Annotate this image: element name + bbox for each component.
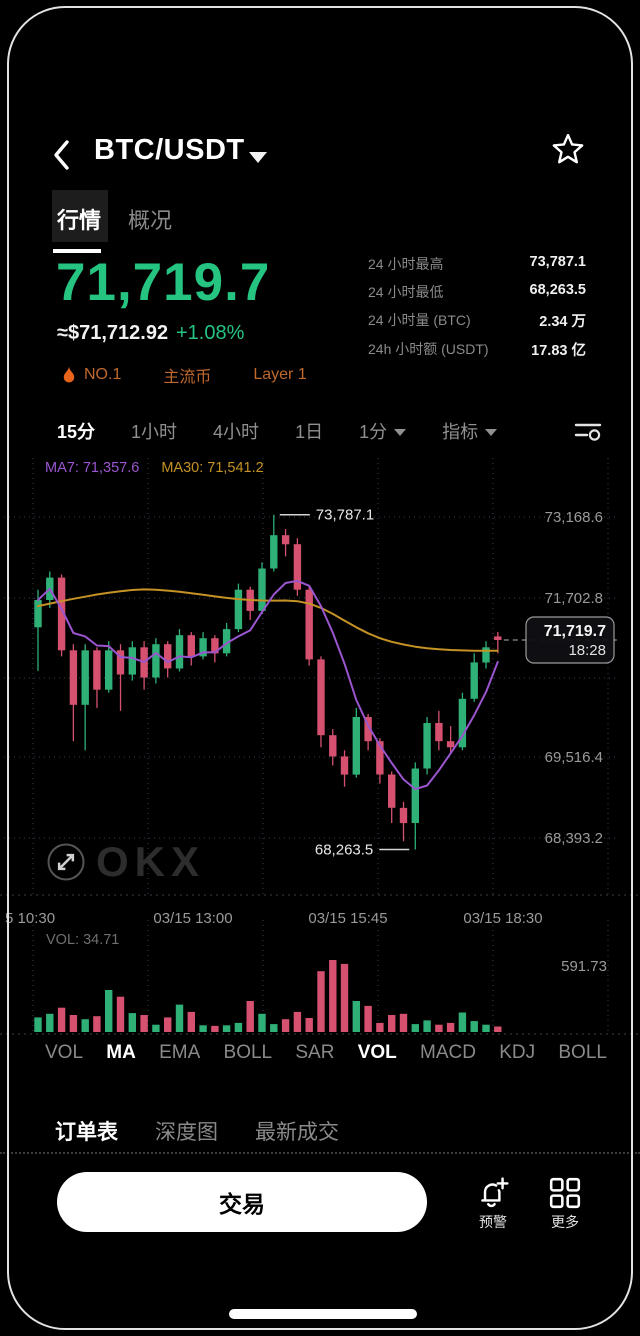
svg-text:03/15 13:00: 03/15 13:00: [153, 910, 232, 927]
tab-depth-chart[interactable]: 深度图: [155, 1121, 218, 1144]
tab-order-book[interactable]: 订单表: [55, 1121, 118, 1144]
price-alert-bell-icon[interactable]: [476, 1176, 510, 1210]
tab-market-highlight: [52, 190, 108, 242]
stat-row-high: 24 小时最高 73,787.1: [368, 254, 586, 274]
change-percent: +1.08%: [176, 322, 245, 344]
svg-text:69,516.4: 69,516.4: [545, 749, 603, 766]
pair-title: BTC/USDT: [94, 134, 245, 166]
svg-text:68,393.2: 68,393.2: [545, 830, 603, 847]
badge-layer: Layer 1: [253, 366, 307, 383]
more-label: 更多: [551, 1214, 579, 1230]
ma7-label: MA7: 71,357.6: [45, 460, 140, 476]
volume-axis-label: 591.73: [561, 958, 607, 975]
svg-text:71,702.8: 71,702.8: [545, 590, 603, 607]
tab-active-underline: [53, 249, 101, 253]
indicator-sar[interactable]: SAR: [295, 1042, 335, 1063]
indicator-ma[interactable]: MA: [106, 1042, 136, 1063]
alert-label: 预警: [479, 1214, 507, 1230]
stats-panel: 24 小时最高 73,787.1 24 小时最低 68,263.5 24 小时量…: [368, 254, 586, 368]
svg-text:03/15 18:30: 03/15 18:30: [463, 910, 542, 927]
indicator-boll2[interactable]: BOLL: [558, 1042, 607, 1063]
indicator-tab-bar: VOL MA EMA BOLL SAR VOL MACD KDJ BOLL: [45, 1042, 607, 1064]
fiat-value: ≈$71,712.92: [57, 322, 169, 344]
stat-value: 68,263.5: [529, 282, 586, 298]
last-price: 71,719.7: [56, 253, 271, 312]
svg-text:18:28: 18:28: [568, 642, 606, 659]
flame-icon: [63, 366, 75, 383]
favorite-star-icon[interactable]: [551, 132, 585, 166]
indicator-dropdown[interactable]: 指标: [442, 418, 498, 444]
indicator-boll[interactable]: BOLL: [223, 1042, 273, 1063]
chevron-down-icon: [394, 429, 407, 436]
candlestick-chart[interactable]: 73,787.1 68,263.5 71,719.7 18:28 73,168.6 71,…: [0, 450, 640, 930]
chart-settings-icon[interactable]: [574, 419, 602, 443]
svg-text:73,168.6: 73,168.6: [545, 509, 603, 526]
expand-chart-icon[interactable]: [46, 842, 86, 882]
tab-latest-trades[interactable]: 最新成交: [255, 1121, 339, 1144]
orderbook-tab-bar: 订单表 深度图 最新成交: [55, 1116, 339, 1146]
chevron-down-icon: [485, 429, 498, 436]
timeframe-4h[interactable]: 4小时: [213, 422, 260, 442]
stat-label: 24 小时最低: [368, 284, 444, 300]
token-badges: NO.1 主流币 Layer 1: [62, 363, 307, 387]
svg-text:03/15 15:45: 03/15 15:45: [308, 910, 387, 927]
more-grid-icon[interactable]: [548, 1176, 582, 1210]
ma-legend: MA7: 71,357.6 MA30: 71,541.2: [45, 460, 264, 476]
stat-label: 24 小时量 (BTC): [368, 312, 471, 328]
svg-text:68,263.5: 68,263.5: [315, 842, 373, 859]
indicator-vol[interactable]: VOL: [45, 1042, 84, 1063]
timeframe-more-dropdown[interactable]: 1分: [359, 418, 407, 444]
trade-button[interactable]: 交易: [57, 1172, 427, 1232]
pair-dropdown-caret-icon[interactable]: [249, 152, 267, 163]
chart-watermark: OKX: [46, 838, 205, 886]
stat-value: 73,787.1: [529, 254, 586, 270]
ma30-label: MA30: 71,541.2: [161, 460, 264, 476]
timeframe-15m[interactable]: 15分: [57, 422, 96, 442]
stat-row-turnover: 24h 小时额 (USDT) 17.83 亿: [368, 339, 586, 360]
home-indicator: [229, 1309, 417, 1319]
indicator-macd[interactable]: MACD: [420, 1042, 476, 1063]
volume-chart[interactable]: [0, 920, 640, 1038]
timeframe-1h[interactable]: 1小时: [131, 422, 178, 442]
volume-label: VOL: 34.71: [46, 932, 120, 948]
timeframe-1d[interactable]: 1日: [295, 422, 324, 442]
back-chevron-icon: [54, 140, 69, 170]
badge-rank: NO.1: [84, 366, 122, 383]
svg-text:5 10:30: 5 10:30: [5, 910, 55, 927]
stat-row-low: 24 小时最低 68,263.5: [368, 282, 586, 302]
svg-text:73,787.1: 73,787.1: [316, 507, 374, 524]
indicator-ema[interactable]: EMA: [159, 1042, 201, 1063]
tab-overview[interactable]: 概况: [128, 208, 173, 233]
stat-value: 17.83 亿: [531, 343, 586, 359]
indicator-kdj[interactable]: KDJ: [499, 1042, 536, 1063]
stat-label: 24 小时最高: [368, 256, 444, 272]
tab-market[interactable]: 行情: [57, 208, 102, 233]
timeframe-bar: 15分 1小时 4小时 1日 1分 指标: [57, 417, 602, 445]
svg-text:71,719.7: 71,719.7: [544, 623, 606, 640]
okx-logo: OKX: [96, 838, 206, 885]
stat-row-volume: 24 小时量 (BTC) 2.34 万: [368, 310, 586, 331]
badge-category: 主流币: [163, 369, 212, 386]
stat-label: 24h 小时额 (USDT): [368, 341, 489, 357]
stat-value: 2.34 万: [539, 314, 586, 330]
section-divider: [0, 1152, 640, 1154]
indicator-vol2[interactable]: VOL: [357, 1042, 397, 1063]
back-button[interactable]: [50, 138, 72, 172]
